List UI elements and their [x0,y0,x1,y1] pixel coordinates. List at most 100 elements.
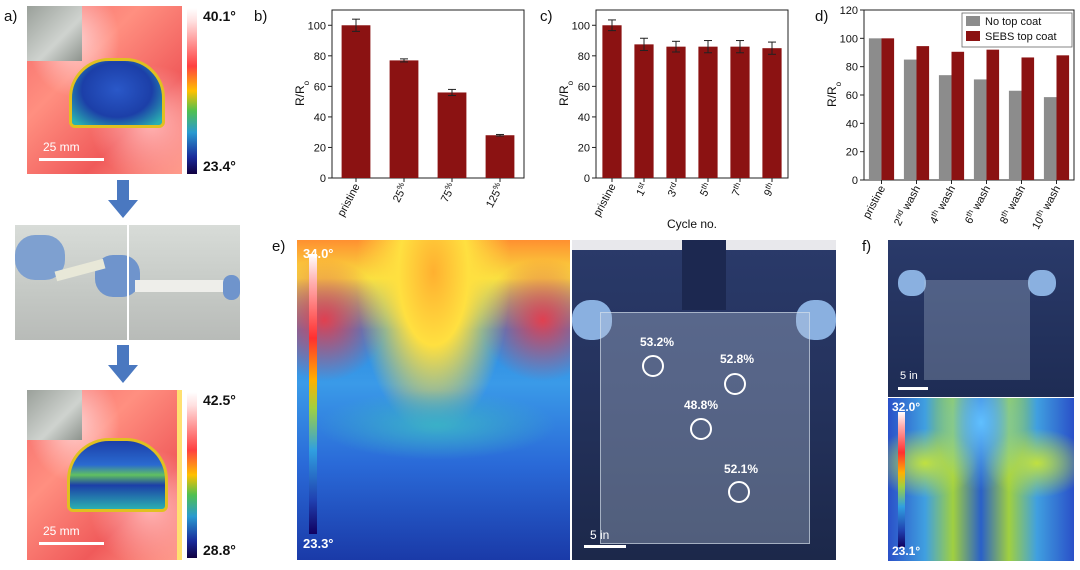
y-tick-label: 60 [846,90,858,102]
temp-min-label: 28.8° [203,542,236,558]
bar [634,44,654,179]
measurement-circle [728,481,750,503]
x-tick-label: 10th wash [1028,183,1063,232]
down-arrow-icon [108,180,138,218]
glove-left [898,270,926,296]
color-scale-bar-top [187,8,197,174]
x-tick-label: 1st [632,180,651,198]
legend-swatch [966,31,980,41]
inset-photo [27,390,82,440]
color-scale-bar [309,254,317,534]
bar [698,46,718,179]
x-tick-label: 4th wash [926,183,958,226]
temp-max-label: 40.1° [203,8,236,24]
panel-label-f: f) [862,238,872,255]
chart-b: 0 20 40 60 80 100 R/Ro pristine 25% 75% 125% [293,9,525,219]
scale-label: 25 mm [43,524,80,538]
y-tick-label: 20 [846,147,858,159]
glove-left [572,300,612,340]
y-tick-label: 60 [314,81,326,93]
edge-strip [177,390,182,560]
color-scale-bar [898,412,905,547]
transparent-film [924,280,1030,380]
bar [485,135,515,178]
collar [682,240,726,310]
legend-swatch [966,16,980,26]
thermal-image-top: 25 mm [27,6,182,174]
legend-box [961,12,1073,48]
panel-label-d: d) [815,8,829,25]
measurement-circle [724,373,746,395]
y-tick-label: 60 [578,81,590,93]
y-axis-label: R/Ro [293,80,311,106]
bar [389,60,419,178]
stretch-photo [15,225,240,340]
y-tick-label: 80 [846,62,858,74]
x-tick-label: 75% [437,181,459,205]
y-tick-label: 0 [584,173,590,185]
bar [916,46,930,180]
y-tick-label: 40 [578,112,590,124]
scale-bar [584,545,626,548]
x-tick-label: 8th wash [996,183,1028,226]
scale-bar [39,542,104,545]
thermal-image-bottom: 25 mm [27,390,182,560]
bar [666,46,686,179]
legend-label: SEBS top coat [985,31,1057,43]
y-tick-label: 0 [320,173,326,185]
plot-frame [331,9,525,179]
thermal-hot-region [69,58,165,128]
plot-frame [595,9,789,179]
y-tick-label: 20 [314,142,326,154]
x-tick-label: 6th wash [961,183,993,226]
x-axis-label: Cycle no. [667,217,717,231]
measurement-circle [642,355,664,377]
scale-label: 5 in [900,370,918,382]
film-stretched [135,280,235,292]
bar [938,75,952,180]
y-tick-label: 100 [308,20,326,32]
measurement-circle [690,418,712,440]
x-tick-label: 3rd [664,181,683,200]
reading-label: 52.1% [724,462,759,476]
y-axis-label: R/Ro [557,80,575,106]
color-scale-bar-bottom [187,392,197,558]
bar [986,49,1000,180]
down-arrow-icon [108,345,138,383]
y-tick-label: 40 [314,112,326,124]
bar [903,59,917,181]
y-tick-label: 100 [840,33,858,45]
x-tick-label: 9th [760,181,779,199]
temp-max-label: 42.5° [203,392,236,408]
bar [973,79,987,180]
panel-label-b: b) [254,8,268,25]
temp-max-label: 32.0° [892,400,921,414]
temp-max-label: 34.0° [303,246,334,261]
reading-label: 48.8% [684,398,719,412]
y-tick-label: 0 [852,175,858,187]
thermal-image-body: 34.0° 23.3° [297,240,570,560]
bar [730,46,750,179]
bar [1043,97,1057,180]
legend-label: No top coat [985,16,1041,28]
scale-label: 25 mm [43,140,80,154]
thermal-image-small: 32.0° 23.1° [888,398,1074,561]
glove-right [796,300,836,340]
y-tick-label: 80 [578,51,590,63]
bar [1056,55,1070,181]
coverall-photo: 53.2% 52.8% 48.8% 52.1% 5 in [572,240,836,560]
x-tick-label: pristine [591,182,618,219]
panel-label-c: c) [540,8,553,25]
x-tick-label: 125% [482,181,507,210]
y-tick-label: 100 [572,20,590,32]
scale-bar [898,387,928,390]
chart-c: 0 20 40 60 80 100 R/Ro pristine 1st 3rd 5th 7th 9th C… [557,9,789,231]
thermal-mid-band [317,390,557,460]
bar [1021,57,1035,181]
reading-label: 53.2% [640,335,675,349]
glove-right [1028,270,1056,296]
scale-label: 5 in [590,528,610,542]
bar [437,92,467,178]
x-tick-label: pristine [861,184,888,221]
